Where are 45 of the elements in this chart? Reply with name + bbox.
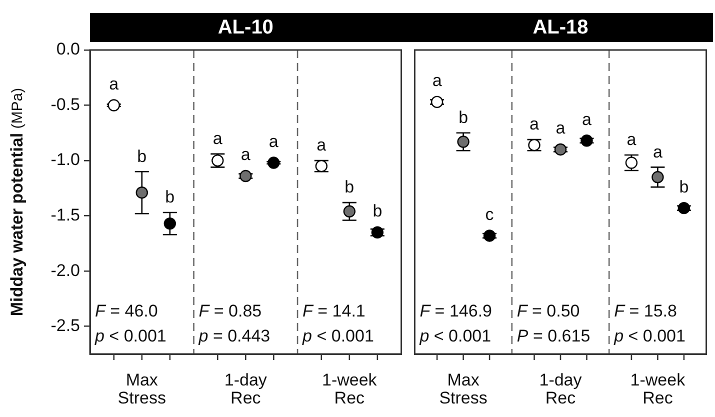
data-label: b [137, 146, 147, 166]
y-tick-label: -1.0 [50, 150, 80, 170]
annotation: p < 0.001 [94, 326, 166, 346]
data-label: b [344, 178, 354, 197]
x-tick-label: Max Stress [439, 370, 488, 408]
annotation: F = 46.0 [95, 302, 158, 321]
y-axis-title: Midday water potential (MPa) [8, 88, 27, 316]
data-label: a [530, 114, 540, 134]
data-label: b [458, 108, 468, 128]
x-tick-label: Max Stress [118, 370, 166, 408]
data-label: a [268, 132, 279, 151]
data-label: a [582, 110, 592, 129]
y-tick-label: 0.0 [56, 40, 80, 59]
data-label: a [109, 74, 120, 94]
y-tick-label: -2.0 [50, 260, 80, 280]
annotation: F = 0.85 [198, 302, 262, 321]
data-label: a [432, 71, 442, 90]
data-label: a [626, 130, 637, 150]
y-tick-label: -2.5 [50, 316, 80, 336]
annotation: F = 0.50 [516, 302, 580, 321]
y-tick-label: -0.5 [50, 94, 80, 114]
data-label: a [652, 142, 663, 162]
data-label: a [316, 135, 327, 154]
annotation: p < 0.001 [418, 326, 492, 346]
annotation: F = 14.1 [302, 302, 366, 321]
annotation: F = 15.8 [614, 302, 677, 321]
x-tick-label: 1-week Rec [322, 370, 378, 408]
x-tick-label: 1-day Rec [224, 370, 268, 408]
chart-title: AL-10 [218, 16, 274, 39]
data-label: b [372, 202, 382, 221]
data-label: c [485, 204, 494, 224]
data-label: b [165, 188, 175, 207]
data-label: b [679, 177, 689, 196]
y-tick-label: -1.5 [50, 206, 80, 225]
x-tick-label: 1-week Rec [630, 370, 686, 408]
data-label: a [556, 118, 566, 138]
annotation: P = 0.615 [516, 326, 590, 346]
x-tick-label: 1-day Rec [539, 370, 582, 408]
data-label: a [240, 145, 251, 164]
annotation: p < 0.001 [302, 326, 374, 346]
annotation: F = 146.9 [420, 302, 492, 321]
annotation: p = 0.443 [198, 326, 270, 346]
data-label: a [212, 129, 223, 148]
annotation: p < 0.001 [613, 326, 686, 346]
chart-title: AL-18 [532, 16, 588, 39]
